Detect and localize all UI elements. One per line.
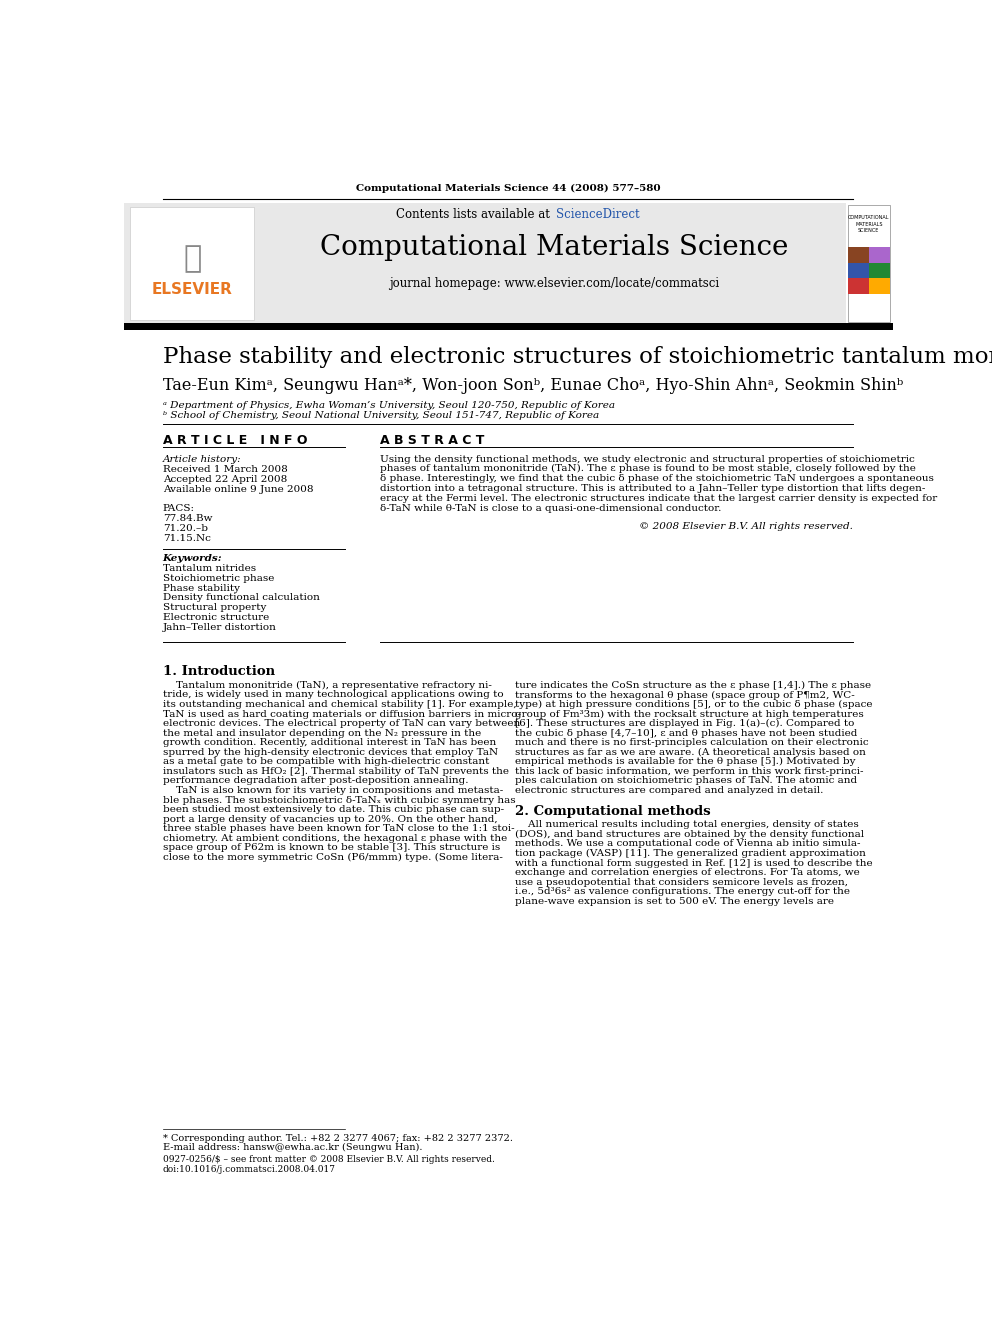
- Text: i.e., 5d³6s² as valence configurations. The energy cut-off for the: i.e., 5d³6s² as valence configurations. …: [515, 888, 849, 896]
- Text: space group of P62m is known to be stable [3]. This structure is: space group of P62m is known to be stabl…: [163, 843, 500, 852]
- FancyBboxPatch shape: [869, 278, 890, 294]
- Text: ples calculation on stoichiometric phases of TaN. The atomic and: ples calculation on stoichiometric phase…: [515, 777, 857, 786]
- FancyBboxPatch shape: [848, 247, 869, 263]
- Text: empirical methods is available for the θ phase [5].) Motivated by: empirical methods is available for the θ…: [515, 757, 855, 766]
- FancyBboxPatch shape: [124, 202, 846, 324]
- Text: distortion into a tetragonal structure. This is attributed to a Jahn–Teller type: distortion into a tetragonal structure. …: [380, 484, 926, 493]
- FancyBboxPatch shape: [848, 263, 869, 278]
- Text: the metal and insulator depending on the N₂ pressure in the: the metal and insulator depending on the…: [163, 729, 481, 738]
- Text: A B S T R A C T: A B S T R A C T: [380, 434, 484, 447]
- Text: been studied most extensively to date. This cubic phase can sup-: been studied most extensively to date. T…: [163, 806, 504, 814]
- Text: Tantalum nitrides: Tantalum nitrides: [163, 564, 256, 573]
- FancyBboxPatch shape: [848, 205, 890, 321]
- FancyBboxPatch shape: [869, 247, 890, 263]
- Text: 0927-0256/$ – see front matter © 2008 Elsevier B.V. All rights reserved.: 0927-0256/$ – see front matter © 2008 El…: [163, 1155, 495, 1164]
- Text: phases of tantalum mononitride (TaN). The ε phase is found to be most stable, cl: phases of tantalum mononitride (TaN). Th…: [380, 464, 916, 474]
- Text: electronic structures are compared and analyzed in detail.: electronic structures are compared and a…: [515, 786, 823, 795]
- Text: three stable phases have been known for TaN close to the 1:1 stoi-: three stable phases have been known for …: [163, 824, 515, 833]
- Text: TaN is used as hard coating materials or diffusion barriers in micro-: TaN is used as hard coating materials or…: [163, 709, 521, 718]
- Text: doi:10.1016/j.commatsci.2008.04.017: doi:10.1016/j.commatsci.2008.04.017: [163, 1164, 335, 1174]
- Text: as a metal gate to be compatible with high-dielectric constant: as a metal gate to be compatible with hi…: [163, 757, 489, 766]
- Text: Density functional calculation: Density functional calculation: [163, 594, 319, 602]
- Text: Structural property: Structural property: [163, 603, 266, 613]
- Text: structures as far as we are aware. (A theoretical analysis based on: structures as far as we are aware. (A th…: [515, 747, 865, 757]
- Text: methods. We use a computational code of Vienna ab initio simula-: methods. We use a computational code of …: [515, 839, 860, 848]
- Text: its outstanding mechanical and chemical stability [1]. For example,: its outstanding mechanical and chemical …: [163, 700, 517, 709]
- Text: exchange and correlation energies of electrons. For Ta atoms, we: exchange and correlation energies of ele…: [515, 868, 859, 877]
- Text: Available online 9 June 2008: Available online 9 June 2008: [163, 486, 313, 495]
- Text: δ-TaN while θ-TaN is close to a quasi-one-dimensional conductor.: δ-TaN while θ-TaN is close to a quasi-on…: [380, 504, 721, 513]
- Text: 77.84.Bw: 77.84.Bw: [163, 513, 212, 523]
- Text: ᵃ Department of Physics, Ewha Woman’s University, Seoul 120-750, Republic of Kor: ᵃ Department of Physics, Ewha Woman’s Un…: [163, 401, 615, 410]
- Text: transforms to the hexagonal θ phase (space group of P¶m2, WC-: transforms to the hexagonal θ phase (spa…: [515, 691, 854, 700]
- Text: COMPUTATIONAL
MATERIALS
SCIENCE: COMPUTATIONAL MATERIALS SCIENCE: [848, 216, 890, 233]
- Text: PACS:: PACS:: [163, 504, 194, 513]
- FancyBboxPatch shape: [130, 206, 254, 320]
- Text: Stoichiometric phase: Stoichiometric phase: [163, 574, 274, 582]
- Text: Keywords:: Keywords:: [163, 554, 222, 562]
- Text: with a functional form suggested in Ref. [12] is used to describe the: with a functional form suggested in Ref.…: [515, 859, 872, 868]
- Text: type) at high pressure conditions [5], or to the cubic δ phase (space: type) at high pressure conditions [5], o…: [515, 700, 872, 709]
- Text: Article history:: Article history:: [163, 455, 241, 463]
- Text: electronic devices. The electrical property of TaN can vary between: electronic devices. The electrical prope…: [163, 720, 520, 728]
- Text: [6]. These structures are displayed in Fig. 1(a)–(c). Compared to: [6]. These structures are displayed in F…: [515, 720, 854, 728]
- Text: ble phases. The substoichiometric δ-TaNₓ with cubic symmetry has: ble phases. The substoichiometric δ-TaNₓ…: [163, 795, 516, 804]
- Text: 71.20.–b: 71.20.–b: [163, 524, 207, 533]
- Text: port a large density of vacancies up to 20%. On the other hand,: port a large density of vacancies up to …: [163, 815, 497, 824]
- Text: this lack of basic information, we perform in this work first-princi-: this lack of basic information, we perfo…: [515, 767, 863, 775]
- FancyBboxPatch shape: [869, 263, 890, 278]
- Text: A R T I C L E   I N F O: A R T I C L E I N F O: [163, 434, 308, 447]
- Text: Received 1 March 2008: Received 1 March 2008: [163, 466, 288, 475]
- Text: Tantalum mononitride (TaN), a representative refractory ni-: Tantalum mononitride (TaN), a representa…: [163, 681, 492, 691]
- Text: ture indicates the CoSn structure as the ε phase [1,4].) The ε phase: ture indicates the CoSn structure as the…: [515, 681, 871, 691]
- Text: Jahn–Teller distortion: Jahn–Teller distortion: [163, 623, 277, 632]
- Text: much and there is no first-principles calculation on their electronic: much and there is no first-principles ca…: [515, 738, 868, 747]
- Text: 1. Introduction: 1. Introduction: [163, 665, 275, 679]
- Text: Electronic structure: Electronic structure: [163, 613, 269, 622]
- Text: ELSEVIER: ELSEVIER: [152, 282, 233, 298]
- Text: Using the density functional methods, we study electronic and structural propert: Using the density functional methods, we…: [380, 455, 915, 463]
- Text: spurred by the high-density electronic devices that employ TaN: spurred by the high-density electronic d…: [163, 747, 498, 757]
- Text: δ phase. Interestingly, we find that the cubic δ phase of the stoichiometric TaN: δ phase. Interestingly, we find that the…: [380, 474, 933, 483]
- Text: 🌳: 🌳: [184, 245, 201, 274]
- Text: Tae-Eun Kimᵃ, Seungwu Hanᵃ*, Won-joon Sonᵇ, Eunae Choᵃ, Hyo-Shin Ahnᵃ, Seokmin S: Tae-Eun Kimᵃ, Seungwu Hanᵃ*, Won-joon So…: [163, 377, 903, 394]
- Text: All numerical results including total energies, density of states: All numerical results including total en…: [515, 820, 858, 830]
- Text: tride, is widely used in many technological applications owing to: tride, is widely used in many technologi…: [163, 691, 503, 700]
- Text: journal homepage: www.elsevier.com/locate/commatsci: journal homepage: www.elsevier.com/locat…: [389, 277, 719, 290]
- Text: the cubic δ phase [4,7–10], ε and θ phases have not been studied: the cubic δ phase [4,7–10], ε and θ phas…: [515, 729, 857, 738]
- Text: Contents lists available at: Contents lists available at: [397, 208, 555, 221]
- Text: E-mail address: hansw@ewha.ac.kr (Seungwu Han).: E-mail address: hansw@ewha.ac.kr (Seungw…: [163, 1143, 423, 1152]
- Text: (DOS), and band structures are obtained by the density functional: (DOS), and band structures are obtained …: [515, 830, 864, 839]
- Text: plane-wave expansion is set to 500 eV. The energy levels are: plane-wave expansion is set to 500 eV. T…: [515, 897, 833, 906]
- FancyBboxPatch shape: [848, 278, 869, 294]
- Text: Phase stability: Phase stability: [163, 583, 240, 593]
- Text: * Corresponding author. Tel.: +82 2 3277 4067; fax: +82 2 3277 2372.: * Corresponding author. Tel.: +82 2 3277…: [163, 1134, 513, 1143]
- FancyBboxPatch shape: [124, 323, 893, 329]
- Text: tion package (VASP) [11]. The generalized gradient approximation: tion package (VASP) [11]. The generalize…: [515, 849, 865, 859]
- Text: chiometry. At ambient conditions, the hexagonal ε phase with the: chiometry. At ambient conditions, the he…: [163, 833, 507, 843]
- Text: Computational Materials Science 44 (2008) 577–580: Computational Materials Science 44 (2008…: [356, 184, 661, 193]
- Text: 2. Computational methods: 2. Computational methods: [515, 806, 710, 818]
- Text: ᵇ School of Chemistry, Seoul National University, Seoul 151-747, Republic of Kor: ᵇ School of Chemistry, Seoul National Un…: [163, 410, 599, 419]
- Text: eracy at the Fermi level. The electronic structures indicate that the largest ca: eracy at the Fermi level. The electronic…: [380, 493, 937, 503]
- Text: insulators such as HfO₂ [2]. Thermal stability of TaN prevents the: insulators such as HfO₂ [2]. Thermal sta…: [163, 767, 509, 775]
- Text: group of Fm³3m) with the rocksalt structure at high temperatures: group of Fm³3m) with the rocksalt struct…: [515, 709, 863, 718]
- Text: use a pseudopotential that considers semicore levels as frozen,: use a pseudopotential that considers sem…: [515, 877, 847, 886]
- Text: growth condition. Recently, additional interest in TaN has been: growth condition. Recently, additional i…: [163, 738, 496, 747]
- Text: © 2008 Elsevier B.V. All rights reserved.: © 2008 Elsevier B.V. All rights reserved…: [639, 523, 852, 532]
- Text: Computational Materials Science: Computational Materials Science: [320, 234, 789, 261]
- Text: ScienceDirect: ScienceDirect: [556, 208, 639, 221]
- Text: TaN is also known for its variety in compositions and metasta-: TaN is also known for its variety in com…: [163, 786, 503, 795]
- Text: Phase stability and electronic structures of stoichiometric tantalum mononitride: Phase stability and electronic structure…: [163, 347, 992, 368]
- Text: close to the more symmetric CoSn (P6/mmm) type. (Some litera-: close to the more symmetric CoSn (P6/mmm…: [163, 853, 503, 861]
- Text: Accepted 22 April 2008: Accepted 22 April 2008: [163, 475, 287, 484]
- Text: 71.15.Nc: 71.15.Nc: [163, 533, 210, 542]
- Text: performance degradation after post-deposition annealing.: performance degradation after post-depos…: [163, 777, 468, 786]
